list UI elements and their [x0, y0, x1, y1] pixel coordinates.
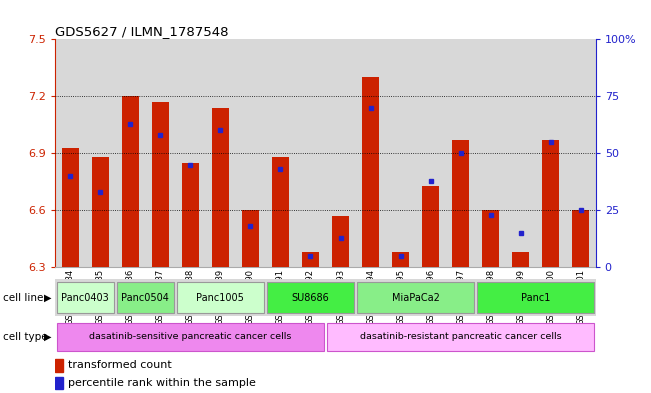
FancyBboxPatch shape — [117, 282, 174, 313]
Bar — [182, 163, 199, 267]
Bar — [476, 39, 506, 267]
Bar — [122, 96, 139, 267]
FancyBboxPatch shape — [177, 282, 264, 313]
Text: ▶: ▶ — [44, 292, 51, 303]
Bar — [415, 279, 445, 316]
Bar — [55, 359, 64, 372]
Text: percentile rank within the sample: percentile rank within the sample — [68, 378, 256, 388]
Bar — [332, 216, 349, 267]
Bar — [482, 210, 499, 267]
Bar — [385, 39, 415, 267]
Bar — [542, 140, 559, 267]
Bar — [422, 185, 439, 267]
Bar — [266, 39, 296, 267]
Bar — [145, 279, 175, 316]
Bar — [62, 147, 79, 267]
Bar — [175, 39, 206, 267]
Bar — [393, 252, 409, 267]
Bar — [452, 140, 469, 267]
Bar — [572, 210, 589, 267]
Bar — [512, 252, 529, 267]
Bar — [415, 39, 445, 267]
Bar — [212, 108, 229, 267]
Text: MiaPaCa2: MiaPaCa2 — [392, 293, 439, 303]
Bar — [506, 279, 536, 316]
FancyBboxPatch shape — [267, 282, 354, 313]
Text: ▶: ▶ — [44, 332, 51, 342]
Bar — [55, 377, 64, 389]
Bar — [55, 39, 85, 267]
Bar — [506, 39, 536, 267]
Text: dasatinib-resistant pancreatic cancer cells: dasatinib-resistant pancreatic cancer ce… — [360, 332, 561, 342]
FancyBboxPatch shape — [357, 282, 474, 313]
Bar — [242, 210, 258, 267]
Bar — [362, 77, 379, 267]
FancyBboxPatch shape — [57, 323, 324, 351]
Text: dasatinib-sensitive pancreatic cancer cells: dasatinib-sensitive pancreatic cancer ce… — [89, 332, 292, 342]
Bar — [355, 279, 385, 316]
Bar — [206, 39, 236, 267]
Bar — [236, 39, 266, 267]
Text: cell type: cell type — [3, 332, 48, 342]
Bar — [566, 39, 596, 267]
Bar — [476, 279, 506, 316]
Bar — [206, 279, 236, 316]
Bar — [145, 39, 175, 267]
Bar — [115, 279, 145, 316]
Text: GDS5627 / ILMN_1787548: GDS5627 / ILMN_1787548 — [55, 25, 229, 38]
Bar — [536, 39, 566, 267]
FancyBboxPatch shape — [57, 282, 114, 313]
Bar — [536, 279, 566, 316]
Bar — [85, 39, 115, 267]
FancyBboxPatch shape — [327, 323, 594, 351]
Bar — [85, 279, 115, 316]
Bar — [175, 279, 206, 316]
Bar — [326, 279, 355, 316]
Bar — [236, 279, 266, 316]
FancyBboxPatch shape — [477, 282, 594, 313]
Text: Panc0504: Panc0504 — [122, 293, 169, 303]
Bar — [296, 279, 326, 316]
Bar — [296, 39, 326, 267]
Bar — [92, 157, 109, 267]
Text: SU8686: SU8686 — [292, 293, 329, 303]
Text: cell line: cell line — [3, 292, 44, 303]
Bar — [445, 39, 476, 267]
Text: transformed count: transformed count — [68, 360, 172, 370]
Text: Panc1005: Panc1005 — [197, 293, 244, 303]
Bar — [152, 102, 169, 267]
Text: Panc0403: Panc0403 — [61, 293, 109, 303]
Bar — [266, 279, 296, 316]
Bar — [272, 157, 289, 267]
Bar — [326, 39, 355, 267]
Bar — [55, 279, 85, 316]
Bar — [355, 39, 385, 267]
Bar — [115, 39, 145, 267]
Bar — [385, 279, 415, 316]
Bar — [445, 279, 476, 316]
Bar — [566, 279, 596, 316]
Text: Panc1: Panc1 — [521, 293, 550, 303]
Bar — [302, 252, 319, 267]
